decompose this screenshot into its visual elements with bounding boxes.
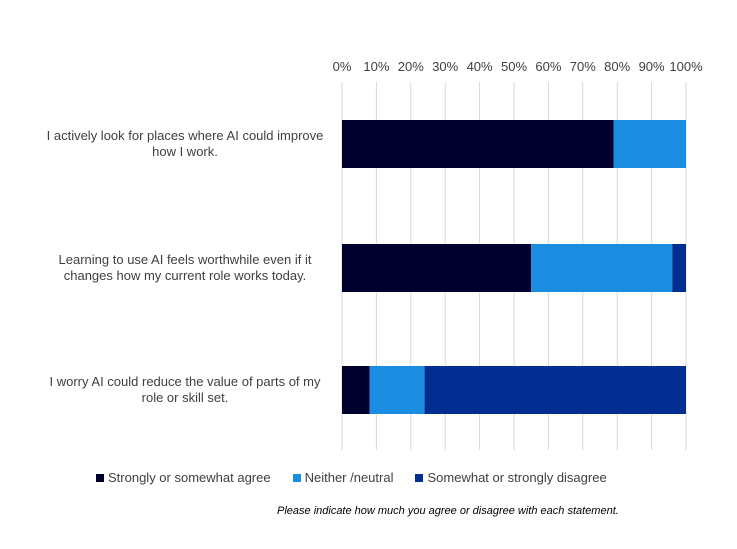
chart: 0% 10% 20% 30% 40% 50% 60% 70% 80% 90% 100% I acti…: [47, 59, 703, 450]
legend-item-disagree: Somewhat or strongly disagree: [415, 470, 607, 485]
x-tick-label: 30%: [432, 59, 458, 74]
bar-segment-neutral: [613, 120, 686, 168]
x-tick-label: 100%: [669, 59, 703, 74]
category-label: I worry AI could reduce the value of par…: [50, 374, 321, 389]
bar-segment-agree: [342, 244, 532, 292]
legend-label-neutral: Neither /neutral: [304, 470, 394, 485]
legend-item-neutral: Neither /neutral: [292, 470, 394, 485]
x-tick-label: 0%: [333, 59, 352, 74]
x-tick-label: 60%: [535, 59, 561, 74]
category-label: changes how my current role works today.: [64, 268, 307, 283]
x-tick-label: 90%: [639, 59, 665, 74]
legend-swatch-agree: [96, 473, 104, 482]
category-label: how I work.: [152, 144, 218, 159]
bar-segment-disagree: [424, 366, 686, 414]
legend-label-agree: Strongly or somewhat agree: [108, 470, 271, 485]
x-tick-label: 50%: [501, 59, 527, 74]
category-label: Learning to use AI feels worthwhile even…: [59, 252, 312, 267]
x-tick-label: 80%: [604, 59, 630, 74]
bar-segment-agree: [342, 120, 614, 168]
category-label: role or skill set.: [142, 390, 229, 405]
bars: [342, 120, 686, 414]
legend-item-agree: Strongly or somewhat agree: [96, 470, 271, 485]
legend-swatch-neutral: [292, 473, 301, 482]
x-tick-label: 70%: [570, 59, 596, 74]
category-labels: I actively look for places where AI coul…: [47, 128, 324, 405]
legend: Strongly or somewhat agree Neither /neut…: [96, 470, 607, 485]
x-tick-label: 40%: [467, 59, 493, 74]
category-label: I actively look for places where AI coul…: [47, 128, 324, 143]
chart-caption: Please indicate how much you agree or di…: [277, 505, 619, 517]
bar-segment-agree: [342, 366, 370, 414]
bar-segment-disagree: [672, 244, 686, 292]
x-axis-ticks: 0% 10% 20% 30% 40% 50% 60% 70% 80% 90% 100%: [333, 59, 703, 74]
legend-label-disagree: Somewhat or strongly disagree: [427, 470, 607, 485]
x-tick-label: 10%: [363, 59, 389, 74]
legend-swatch-disagree: [415, 473, 424, 482]
x-tick-label: 20%: [398, 59, 424, 74]
bar-segment-neutral: [369, 366, 425, 414]
bar-segment-neutral: [531, 244, 673, 292]
